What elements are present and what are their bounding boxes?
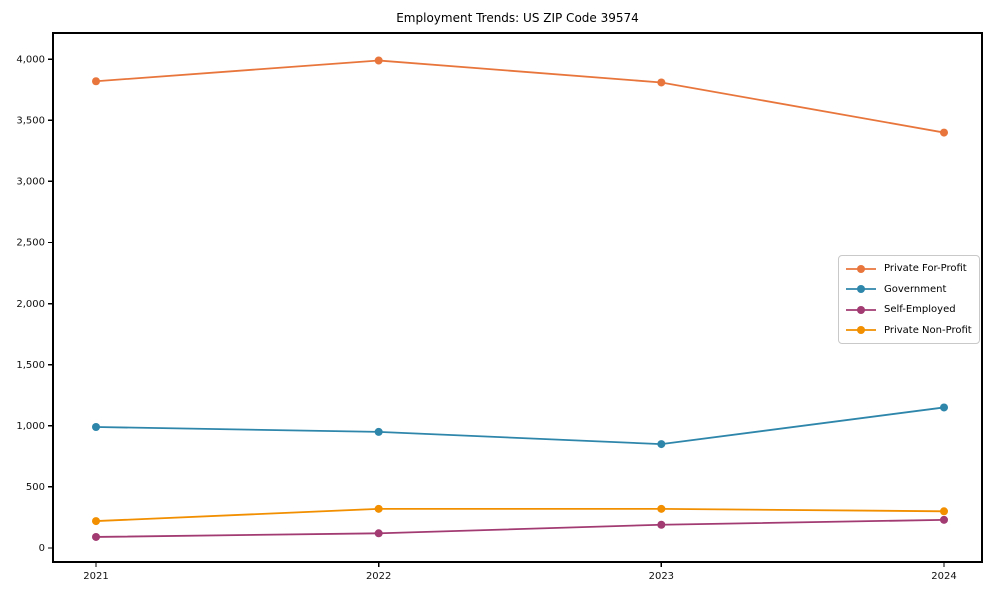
series-line-private-for-profit bbox=[95, 59, 945, 134]
series-line-private-non-profit bbox=[95, 507, 945, 522]
data-point-self-employed-2021 bbox=[92, 532, 100, 541]
y-tick-label: 0 bbox=[39, 543, 45, 554]
y-tick-label: 2,500 bbox=[16, 238, 45, 249]
y-tick-label: 1,000 bbox=[16, 421, 45, 432]
x-tick-label: 2021 bbox=[83, 571, 108, 582]
y-tick-label: 3,500 bbox=[16, 116, 45, 127]
data-point-private-for-profit-2021 bbox=[92, 77, 100, 86]
data-point-self-employed-2022 bbox=[374, 529, 383, 538]
data-point-government-2021 bbox=[92, 423, 100, 432]
legend-item-private-for-profit: Private For-Profit bbox=[846, 259, 973, 279]
legend-label: Self-Employed bbox=[884, 304, 956, 316]
legend: Private For-Profit Government Self-Employe… bbox=[838, 255, 980, 344]
chart-title: Employment Trends: US ZIP Code 39574 bbox=[396, 11, 639, 25]
data-point-private-non-profit-2022 bbox=[374, 504, 383, 513]
y-tick-label: 4,000 bbox=[16, 54, 45, 65]
legend-line-marker-icon bbox=[846, 326, 876, 335]
legend-item-private-non-profit: Private Non-Profit bbox=[846, 320, 973, 340]
data-point-self-employed-2024 bbox=[940, 515, 948, 524]
data-point-private-non-profit-2021 bbox=[92, 517, 100, 526]
x-tick-label: 2022 bbox=[366, 571, 391, 582]
x-tick-label: 2024 bbox=[931, 571, 956, 582]
legend-line-marker-icon bbox=[846, 264, 876, 273]
axes-frame bbox=[52, 32, 983, 563]
data-point-private-for-profit-2022 bbox=[374, 56, 383, 65]
legend-line-marker-icon bbox=[846, 285, 876, 294]
y-tick-label: 2,000 bbox=[16, 299, 45, 310]
legend-item-government: Government bbox=[846, 279, 973, 299]
legend-label: Government bbox=[884, 283, 947, 295]
legend-item-self-employed: Self-Employed bbox=[846, 300, 973, 320]
series-line-government bbox=[95, 406, 945, 446]
data-point-private-non-profit-2023 bbox=[657, 504, 666, 513]
data-point-private-for-profit-2023 bbox=[657, 78, 666, 87]
data-point-private-non-profit-2024 bbox=[940, 507, 948, 516]
data-point-government-2022 bbox=[374, 427, 383, 436]
y-tick-label: 1,500 bbox=[16, 360, 45, 371]
legend-label: Private Non-Profit bbox=[884, 324, 972, 336]
y-tick-label: 500 bbox=[26, 482, 45, 493]
data-point-self-employed-2023 bbox=[657, 520, 666, 529]
data-point-government-2023 bbox=[657, 440, 666, 449]
y-tick-label: 3,000 bbox=[16, 177, 45, 188]
legend-line-marker-icon bbox=[846, 305, 876, 314]
data-point-government-2024 bbox=[940, 403, 948, 412]
x-tick-label: 2023 bbox=[649, 571, 674, 582]
series-line-self-employed bbox=[95, 518, 945, 538]
legend-label: Private For-Profit bbox=[884, 263, 967, 275]
data-point-private-for-profit-2024 bbox=[940, 128, 948, 137]
